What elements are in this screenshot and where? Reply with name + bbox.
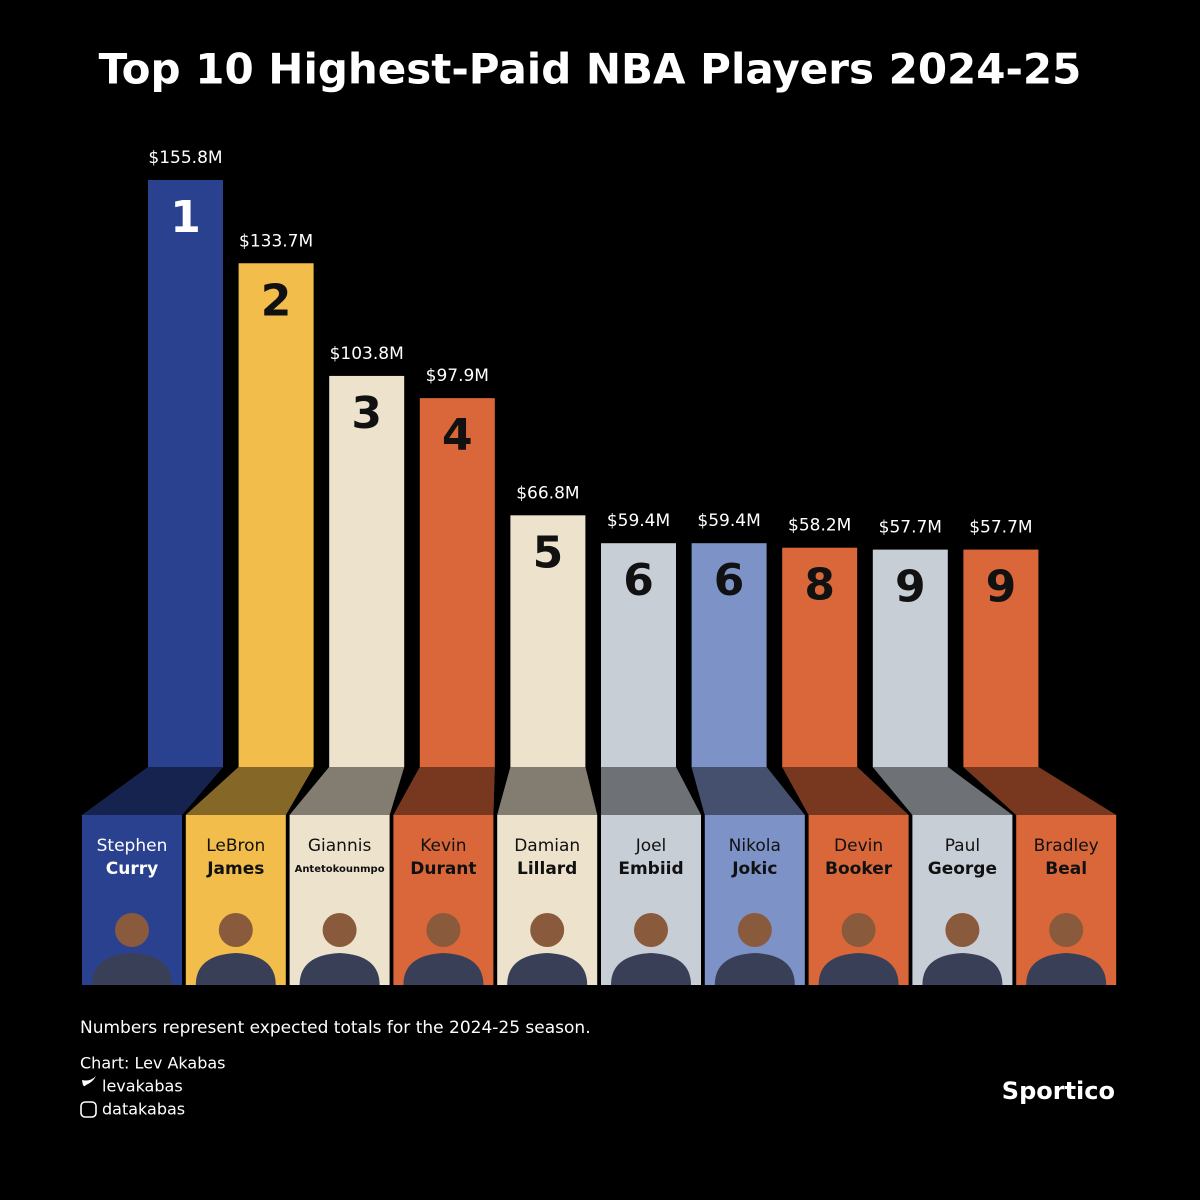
rank: 2 [261,275,292,326]
player-photo-head [426,913,461,947]
bar-floor [185,767,314,815]
instagram-handle: datakabas [102,1100,185,1119]
first-name: Giannis [308,836,372,856]
first-name: Joel [635,836,667,856]
last-name: Jokic [731,859,777,879]
bar-floor [782,767,909,815]
value-label: $58.2M [788,516,851,536]
value-label: $59.4M [697,511,760,531]
last-name: George [928,859,997,879]
bar [872,549,948,767]
first-name: Bradley [1034,836,1099,856]
value-label: $97.9M [426,366,489,386]
rank: 8 [804,560,835,611]
last-name: James [206,859,264,879]
first-name: LeBron [206,836,265,856]
value-label: $103.8M [330,344,404,364]
rank: 9 [986,562,1017,613]
player-photo-head [530,913,565,947]
rank: 1 [170,192,201,243]
player-photo [1026,953,1107,985]
bar-floor [601,767,701,815]
player-photo-head [218,913,253,947]
credit: Chart: Lev Akabas [80,1054,226,1073]
last-name: Embiid [618,859,683,879]
bar-floor-shade [393,767,495,815]
player-photo-head [945,913,980,947]
player-photo-head [634,913,668,947]
bar-floor-shade [691,767,805,815]
first-name: Damian [514,836,580,856]
bar-floor-shade [497,767,598,815]
first-name: Stephen [97,836,168,856]
value-label: $155.8M [148,148,222,168]
player-photo-head [115,913,149,947]
bar-floor-shade [782,767,909,815]
player-photo [922,953,1003,985]
value-label: $133.7M [239,231,313,251]
bar [148,180,223,767]
player-photo-head [322,913,357,947]
first-name: Nikola [729,836,781,856]
bar-floor [82,767,223,815]
bar-floor [872,767,1013,815]
value-label: $57.7M [879,518,942,538]
first-name: Kevin [420,836,466,856]
player-photo [507,953,588,985]
value-label: $57.7M [969,518,1032,538]
value-label: $59.4M [607,511,670,531]
bar-floor-shade [289,767,405,815]
bar-floor-shade [872,767,1013,815]
last-name: Beal [1045,859,1087,879]
bar [419,398,495,767]
last-name: Lillard [517,859,577,879]
rank: 6 [623,555,654,606]
bar [601,543,676,767]
player-photo [92,953,172,985]
bar-floor [691,767,805,815]
last-name: Curry [106,859,158,879]
twitter-handle: levakabas [102,1077,183,1096]
bar-floor [393,767,495,815]
rank: 6 [714,555,745,606]
bar-floor [963,767,1117,815]
player-photo-head [841,913,876,947]
bar-floor [289,767,405,815]
bar [238,263,314,767]
player-photo [818,953,899,985]
player-photo [611,953,691,985]
player-photo-head [1049,913,1084,947]
first-name: Devin [834,836,883,856]
instagram-icon [80,1101,97,1118]
brand: Sportico [1002,1077,1115,1105]
value-label: $66.8M [516,483,579,503]
rank: 9 [895,562,926,613]
bar [782,547,858,767]
bar [963,549,1039,767]
last-name: Antetokounmpo [295,864,385,875]
last-name: Durant [410,859,476,879]
player-photo [299,953,380,985]
twitter-icon [82,1076,96,1087]
note: Numbers represent expected totals for th… [80,1018,591,1038]
bar [510,515,586,767]
bar-floor-shade [185,767,314,815]
player-photo-head [737,913,772,947]
last-name: Booker [825,859,893,879]
rank: 4 [442,410,473,461]
player-photo [403,953,484,985]
bar-floor-shade [963,767,1117,815]
bar-floor-shade [601,767,701,815]
bar-floor-shade [82,767,223,815]
bar [329,375,405,767]
rank: 3 [351,388,382,439]
bar [691,543,767,767]
player-photo [195,953,276,985]
player-photo [714,953,795,985]
chart-title: Top 10 Highest-Paid NBA Players 2024-25 [99,45,1082,94]
rank: 5 [533,527,564,578]
first-name: Paul [945,836,980,856]
bar-floor [497,767,598,815]
